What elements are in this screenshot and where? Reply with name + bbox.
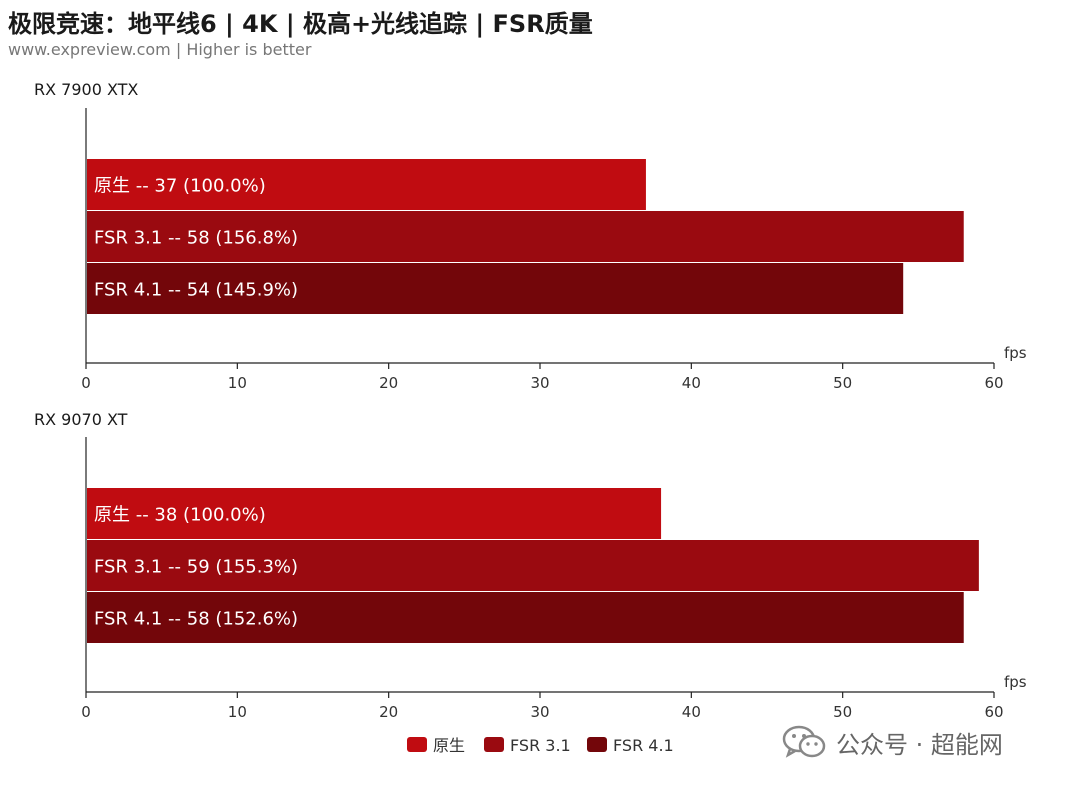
legend-swatch (484, 737, 504, 752)
chart-subtitle: www.expreview.com | Higher is better (8, 40, 312, 59)
bar (87, 263, 904, 314)
wechat-icon (782, 725, 826, 758)
bar-label: 原生 -- 37 (100.0%) (94, 176, 266, 197)
x-tick-label: 60 (984, 703, 1003, 721)
bar (87, 592, 964, 643)
bar-label: FSR 3.1 -- 59 (155.3%) (94, 557, 298, 578)
legend-swatch (587, 737, 607, 752)
x-tick-label: 0 (81, 374, 91, 392)
bar (87, 159, 646, 210)
x-tick-label: 60 (984, 374, 1003, 392)
group-label: RX 7900 XTX (34, 80, 138, 99)
legend-label: FSR 4.1 (613, 736, 674, 755)
legend-label: 原生 (433, 736, 465, 755)
legend-swatch (407, 737, 427, 752)
x-tick-label: 40 (682, 374, 701, 392)
x-tick-label: 50 (833, 374, 852, 392)
x-tick-label: 20 (379, 703, 398, 721)
bar-label: FSR 3.1 -- 58 (156.8%) (94, 228, 298, 249)
group-label: RX 9070 XT (34, 410, 128, 429)
watermark: 公众号 · 超能网 (782, 724, 1003, 760)
x-tick-label: 20 (379, 374, 398, 392)
bar-label: FSR 4.1 -- 58 (152.6%) (94, 609, 298, 630)
x-tick-label: 50 (833, 703, 852, 721)
bar (87, 540, 979, 591)
x-unit-label: fps (1004, 344, 1027, 362)
bar-label: FSR 4.1 -- 54 (145.9%) (94, 280, 298, 301)
bar (87, 488, 662, 539)
x-tick-label: 30 (530, 374, 549, 392)
legend: 原生 FSR 3.1 FSR 4.1 (407, 736, 674, 755)
legend-label: FSR 3.1 (510, 736, 571, 755)
x-tick-label: 40 (682, 703, 701, 721)
x-unit-label: fps (1004, 673, 1027, 691)
bar-label: 原生 -- 38 (100.0%) (94, 505, 266, 526)
chart-title: 极限竞速：地平线6 | 4K | 极高+光线追踪 | FSR质量 (8, 10, 593, 38)
x-tick-label: 30 (530, 703, 549, 721)
x-tick-label: 10 (228, 703, 247, 721)
watermark-text: 公众号 · 超能网 (836, 730, 1003, 759)
bar (87, 211, 964, 262)
x-tick-label: 0 (81, 703, 91, 721)
x-tick-label: 10 (228, 374, 247, 392)
